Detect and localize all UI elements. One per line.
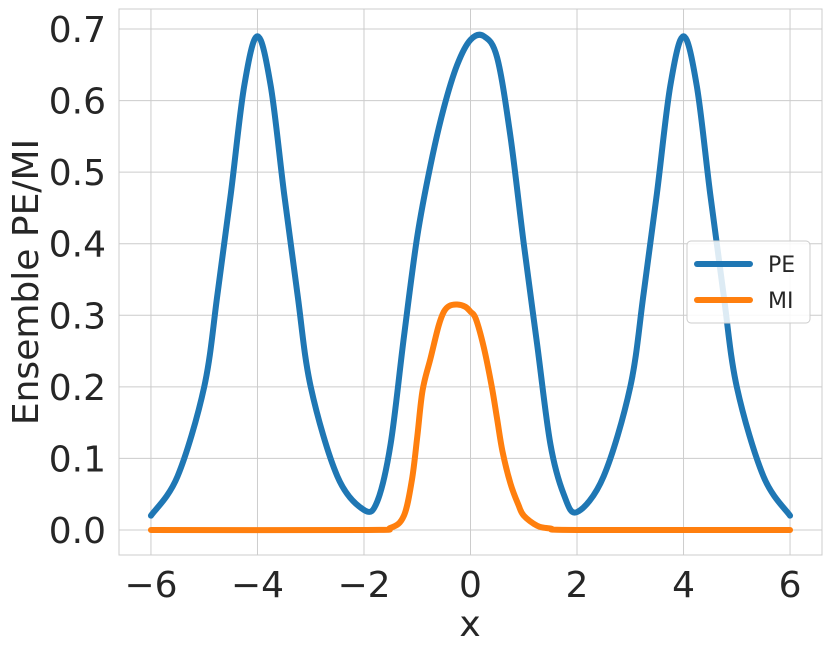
x-tick-label: −2 (337, 565, 390, 606)
series-line-pe (147, 31, 794, 519)
x-axis-label: x (459, 604, 480, 645)
y-tick-label: 0.3 (49, 296, 106, 337)
y-tick-label: 0.7 (49, 10, 106, 51)
legend-label-pe: PE (768, 253, 795, 278)
x-tick-labels: −6 −4 −2 0 2 4 6 (124, 565, 801, 606)
y-axis-label: Ensemble PE/MI (6, 139, 47, 425)
y-tick-label: 0.1 (49, 439, 106, 480)
legend-label-mi: MI (768, 289, 793, 314)
y-tick-label: 0.6 (49, 82, 106, 123)
x-tick-label: −4 (231, 565, 284, 606)
series-line-mi (147, 301, 794, 534)
x-tick-label: 6 (779, 565, 802, 606)
y-tick-label: 0.2 (49, 368, 106, 409)
y-tick-label: 0.0 (49, 511, 106, 552)
y-tick-labels: 0.0 0.1 0.2 0.3 0.4 0.5 0.6 0.7 (49, 10, 106, 552)
y-tick-label: 0.5 (49, 153, 106, 194)
x-tick-label: −6 (124, 565, 177, 606)
x-tick-label: 4 (672, 565, 695, 606)
series-layer (147, 31, 794, 534)
x-tick-label: 0 (459, 565, 482, 606)
plot-border (118, 8, 823, 556)
y-tick-label: 0.4 (49, 225, 106, 266)
x-tick-label: 2 (566, 565, 589, 606)
legend: PE MI (686, 240, 811, 324)
